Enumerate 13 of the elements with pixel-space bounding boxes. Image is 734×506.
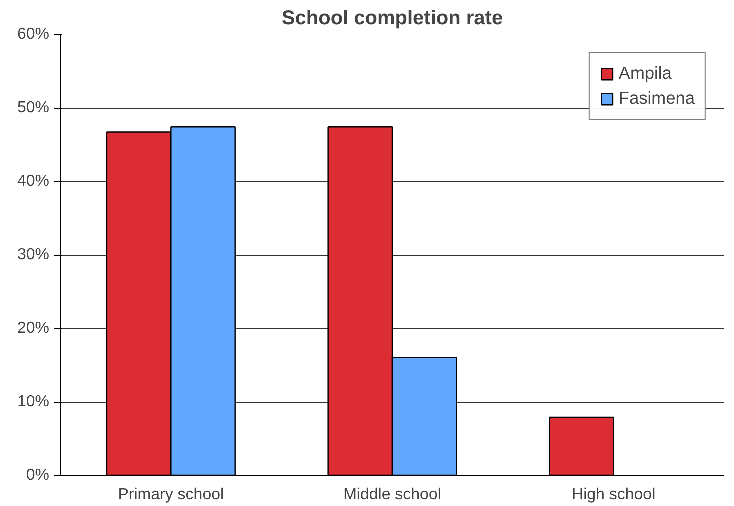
y-tick-label: 30% bbox=[17, 246, 50, 264]
y-tick-label: 10% bbox=[17, 394, 50, 410]
chart-title: School completion rate bbox=[282, 8, 504, 30]
y-tick-label: 50% bbox=[17, 100, 50, 116]
y-tick-label: 20% bbox=[17, 320, 50, 337]
y-tick-label: 60% bbox=[17, 26, 50, 43]
legend-label: Ampila bbox=[618, 63, 672, 84]
x-tick-label: Primary school bbox=[118, 486, 224, 504]
y-tick-label: 0% bbox=[26, 467, 50, 484]
legend-label: Fasimena bbox=[618, 88, 695, 109]
x-tick-label: High school bbox=[572, 486, 656, 504]
y-tick-label: 40% bbox=[17, 173, 50, 190]
x-tick-label: Middle school bbox=[344, 486, 442, 504]
